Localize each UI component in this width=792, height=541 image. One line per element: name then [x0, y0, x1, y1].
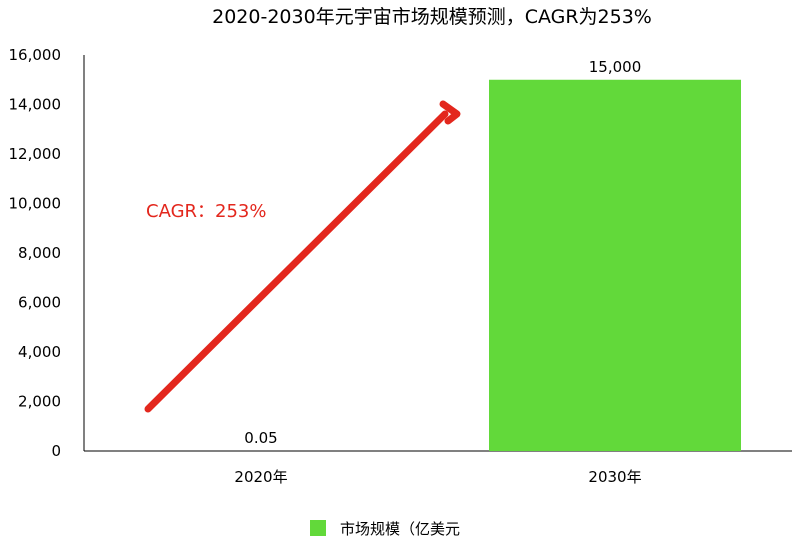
x-axis-ticks: 2020年 2030年 — [234, 468, 641, 486]
cagr-arrow-head — [439, 100, 461, 125]
y-axis-ticks: 0 2,000 4,000 6,000 8,000 10,000 12,000 14,000 1… — [9, 46, 62, 460]
y-tick-label: 10,000 — [9, 195, 62, 213]
legend: 市场规模（亿美元 — [310, 520, 460, 538]
bar-value-label: 15,000 — [589, 58, 642, 76]
bar-value-label: 0.05 — [244, 429, 277, 447]
cagr-annotation-text: CAGR：253% — [146, 201, 266, 222]
y-tick-label: 8,000 — [18, 244, 61, 262]
bar-2 — [489, 79, 741, 451]
legend-swatch — [310, 520, 326, 536]
data-labels: 0.05 15,000 — [244, 58, 641, 447]
y-tick-label: 4,000 — [18, 343, 61, 361]
legend-label: 市场规模（亿美元 — [340, 520, 460, 538]
chart-title: 2020-2030年元宇宙市场规模预测，CAGR为253% — [212, 6, 652, 28]
y-tick-label: 16,000 — [9, 46, 62, 64]
x-tick-label: 2020年 — [234, 468, 287, 486]
plot-area: 0 2,000 4,000 6,000 8,000 10,000 12,000 14,000 1… — [9, 46, 792, 486]
x-tick-label: 2030年 — [588, 468, 641, 486]
y-tick-label: 12,000 — [9, 145, 62, 163]
y-tick-label: 6,000 — [18, 294, 61, 312]
cagr-arrow — [144, 110, 449, 413]
y-tick-label: 2,000 — [18, 393, 61, 411]
y-tick-label: 0 — [51, 442, 61, 460]
y-tick-label: 14,000 — [9, 96, 62, 114]
cagr-annotation: CAGR：253% — [144, 100, 461, 413]
bars — [135, 79, 741, 451]
